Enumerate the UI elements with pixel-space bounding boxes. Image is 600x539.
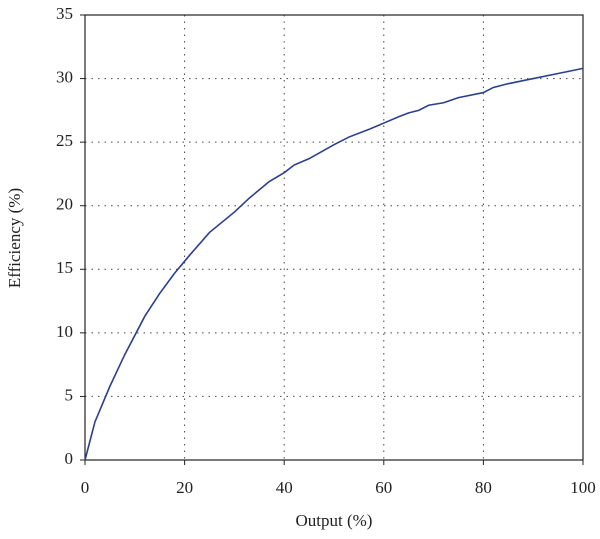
- x-tick-label: 60: [375, 478, 392, 497]
- y-tick-label: 0: [65, 449, 74, 468]
- y-tick-label: 15: [56, 258, 73, 277]
- plot-frame: [84, 14, 584, 461]
- y-tick-label: 20: [56, 195, 73, 214]
- y-tick-label: 35: [56, 4, 73, 23]
- y-tick-label: 30: [56, 67, 73, 86]
- y-tick-label: 25: [56, 131, 73, 150]
- y-tick-label: 5: [65, 385, 74, 404]
- x-tick-label: 80: [475, 478, 492, 497]
- x-tick-label: 40: [276, 478, 293, 497]
- x-tick-label: 100: [570, 478, 596, 497]
- x-tick-label: 20: [176, 478, 193, 497]
- y-tick-label: 10: [56, 322, 73, 341]
- x-tick-label: 0: [81, 478, 90, 497]
- y-axis-label: Efficiency (%): [5, 188, 24, 288]
- data-line: [84, 67, 584, 461]
- x-axis-label: Output (%): [296, 511, 373, 530]
